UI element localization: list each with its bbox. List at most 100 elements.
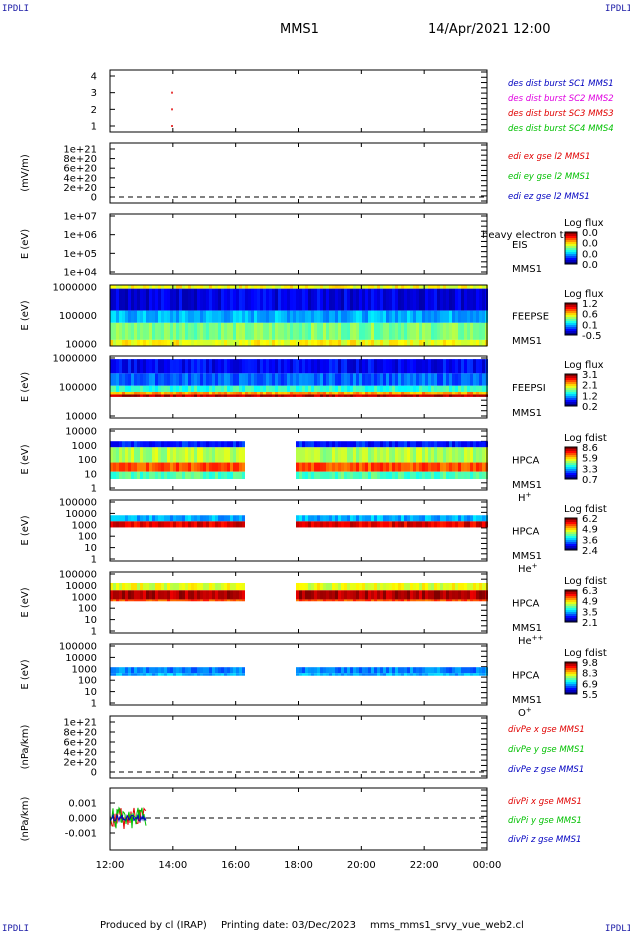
panel-feepsi-spectrum-cell bbox=[137, 394, 140, 397]
panel-hpca_h-spectrum-cell bbox=[374, 441, 377, 448]
panel-hpca_h-colorbar-cell bbox=[565, 461, 577, 464]
panel-hpca_h-spectrum-cell bbox=[422, 471, 425, 480]
panel-feepse-spectrum-cell bbox=[224, 288, 227, 311]
panel-hpca_o-spectrum-cell bbox=[401, 673, 404, 676]
panel-hpca_he1-spectrum-cell bbox=[434, 521, 437, 528]
panel-hpca_o-spectrum-cell bbox=[302, 667, 305, 674]
panel-hpca_he2-spectrum-cell bbox=[389, 590, 392, 600]
panel-hpca_h-spectrum-cell bbox=[218, 441, 221, 448]
panel-feepse-spectrum-cell bbox=[152, 339, 155, 346]
panel-feepse-spectrum-cell bbox=[269, 310, 272, 323]
panel-feepsi-spectrum-cell bbox=[311, 385, 314, 392]
panel-feepsi-spectrum-cell bbox=[470, 394, 473, 397]
panel-hpca_he2-spectrum-cell bbox=[458, 590, 461, 600]
panel-feepsi-spectrum-cell bbox=[440, 373, 443, 386]
panel-hpca_he2-spectrum-cell bbox=[221, 590, 224, 600]
panel-feepsi-spectrum-cell bbox=[413, 385, 416, 392]
panel-feepsi-spectrum-cell bbox=[158, 359, 161, 374]
panel-feepse-spectrum-cell bbox=[305, 288, 308, 311]
panel-feepsi-spectrum-cell bbox=[146, 373, 149, 386]
panel-feepsi-tick-label: 100000 bbox=[59, 383, 97, 394]
panel-hpca_o-spectrum-cell bbox=[404, 673, 407, 676]
panel-feepse-spectrum-cell bbox=[221, 310, 224, 323]
panel-hpca_he1-spectrum-cell bbox=[344, 515, 347, 522]
panel-hpca_he1-spectrum-cell bbox=[335, 515, 338, 522]
panel-divpi-tick-label: 0.001 bbox=[68, 799, 97, 810]
panel-hpca_o-spectrum-cell bbox=[449, 673, 452, 676]
panel-hpca_he2-spectrum-cell bbox=[302, 599, 305, 602]
panel-hpca_h-spectrum-cell bbox=[155, 447, 158, 463]
panel-feepse-spectrum-cell bbox=[344, 322, 347, 340]
panel-feepsi-spectrum-cell bbox=[407, 359, 410, 374]
panel-feepse-spectrum-cell bbox=[395, 339, 398, 346]
panel-feepsi-spectrum-cell bbox=[182, 394, 185, 397]
panel-hpca_o-spectrum-cell bbox=[365, 667, 368, 674]
panel-hpca_he1-spectrum-cell bbox=[227, 521, 230, 528]
panel-feepse-spectrum-cell bbox=[350, 288, 353, 311]
panel-feepsi-spectrum-cell bbox=[161, 391, 164, 395]
panel-hpca_he2-spectrum-cell bbox=[401, 599, 404, 602]
panel-eis-colorbar-cell bbox=[565, 254, 577, 257]
panel-feepse-spectrum-cell bbox=[137, 339, 140, 346]
panel-hpca_he2-spectrum-cell bbox=[194, 599, 197, 602]
panel-hpca_h-spectrum-cell bbox=[353, 471, 356, 480]
panel-feepsi-spectrum-cell bbox=[443, 385, 446, 392]
panel-feepse-spectrum-cell bbox=[287, 285, 290, 289]
panel-hpca_o-spectrum-cell bbox=[305, 667, 308, 674]
panel-hpca_he1-colorbar-cell bbox=[565, 540, 577, 543]
panel-hpca_h-spectrum-cell bbox=[452, 447, 455, 463]
panel-hpca_he1-spectrum-cell bbox=[395, 515, 398, 522]
panel-hpca_h-spectrum-cell bbox=[185, 447, 188, 463]
panel-feepsi-spectrum-cell bbox=[437, 373, 440, 386]
panel-hpca_h-spectrum-cell bbox=[134, 441, 137, 448]
panel-feepse-spectrum-cell bbox=[248, 285, 251, 289]
panel-hpca_he2-tick-label: 1 bbox=[91, 627, 97, 638]
panel-hpca_he2-spectrum-cell bbox=[347, 590, 350, 600]
panel-hpca_he2-colorbar-cell bbox=[565, 598, 577, 601]
panel-hpca_h-spectrum-cell bbox=[380, 441, 383, 448]
panel-hpca_he1-colorbar-cell bbox=[565, 546, 577, 549]
panel-divpi-ylabel: (nPa/km) bbox=[20, 797, 31, 842]
header-datetime: 14/Apr/2021 12:00 bbox=[428, 22, 551, 37]
panel-feepse-spectrum-cell bbox=[326, 322, 329, 340]
panel-feepse-spectrum-cell bbox=[263, 322, 266, 340]
panel-hpca_h-spectrum-cell bbox=[476, 471, 479, 480]
panel-hpca_he1-spectrum-cell bbox=[161, 521, 164, 528]
panel-divpi-legend-item: divPi y gse MMS1 bbox=[508, 816, 582, 826]
panel-hpca_h-spectrum-cell bbox=[242, 471, 245, 480]
panel-feepsi-spectrum-cell bbox=[437, 391, 440, 395]
panel-feepse-spectrum-cell bbox=[383, 288, 386, 311]
panel-feepsi-spectrum-cell bbox=[113, 359, 116, 374]
panel-hpca_o-spectrum-cell bbox=[317, 667, 320, 674]
panel-feepsi-spectrum-cell bbox=[125, 394, 128, 397]
panel-hpca_he2-colorbar-cell bbox=[565, 592, 577, 595]
panel-hpca_o-spectrum-cell bbox=[374, 667, 377, 674]
panel-hpca_he1-spectrum-cell bbox=[425, 515, 428, 522]
panel-hpca_he1-spectrum-cell bbox=[377, 521, 380, 528]
panel-feepse-spectrum-cell bbox=[356, 285, 359, 289]
panel-hpca_o-spectrum-cell bbox=[155, 667, 158, 674]
panel-feepse-spectrum-cell bbox=[416, 288, 419, 311]
panel-hpca_he2-spectrum-cell bbox=[158, 582, 161, 591]
panel-feepsi-spectrum-cell bbox=[305, 391, 308, 395]
panel-feepse-spectrum-cell bbox=[461, 310, 464, 323]
panel-hpca_o-colorbar-cell bbox=[565, 672, 577, 675]
panel-hpca_he1-spectrum-cell bbox=[116, 515, 119, 522]
panel-feepsi-spectrum-cell bbox=[374, 385, 377, 392]
panel-feepse-spectrum-cell bbox=[398, 288, 401, 311]
panel-hpca_h-spectrum-cell bbox=[437, 441, 440, 448]
panel-hpca_o-spectrum-cell bbox=[353, 667, 356, 674]
panel-hpca_he1-spectrum-cell bbox=[386, 515, 389, 522]
panel-hpca_o-colorbar-cell bbox=[565, 688, 577, 691]
panel-feepse-spectrum-cell bbox=[458, 288, 461, 311]
panel-hpca_he2-spectrum-cell bbox=[221, 599, 224, 602]
panel-divpe-frame bbox=[109, 715, 488, 779]
panel-hpca_h-spectrum-cell bbox=[218, 462, 221, 472]
panel-feepsi-spectrum-cell bbox=[176, 385, 179, 392]
panel-divpi-frame bbox=[109, 787, 488, 851]
panel-hpca_he1-spectrum-cell bbox=[326, 515, 329, 522]
panel-feepse-colorbar-title: Log flux bbox=[564, 289, 604, 300]
panel-feepsi-spectrum-cell bbox=[269, 394, 272, 397]
panel-hpca_he2-spectrum-cell bbox=[368, 599, 371, 602]
panel-hpca_h-spectrum-cell bbox=[320, 447, 323, 463]
